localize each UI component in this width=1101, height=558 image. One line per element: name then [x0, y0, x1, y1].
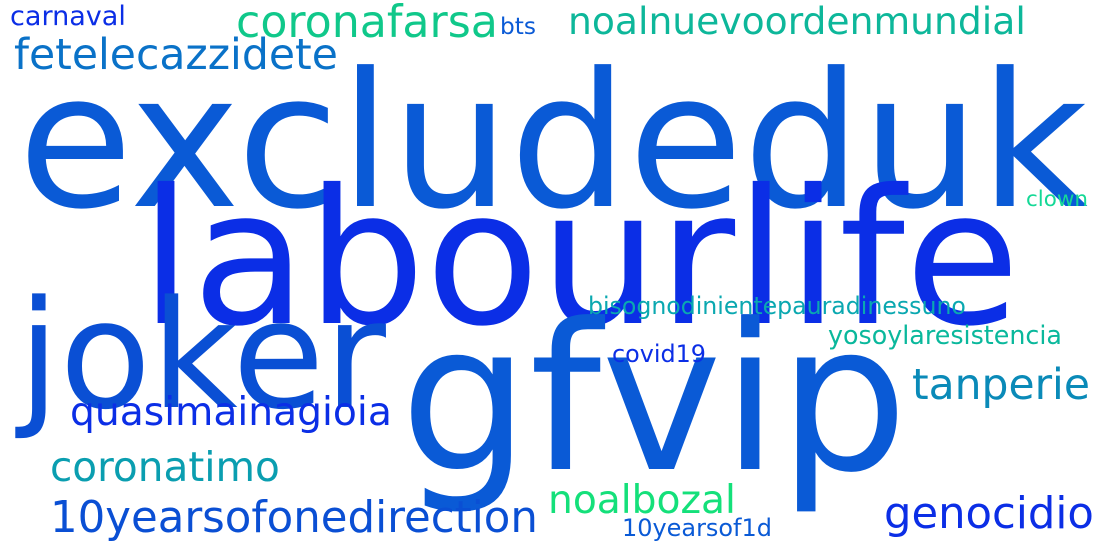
- word-fetelecazzidete: fetelecazzidete: [14, 30, 338, 80]
- word-10yearsof1d: 10yearsof1d: [622, 514, 772, 543]
- word-coronatimo: coronatimo: [50, 443, 280, 492]
- word-covid19: covid19: [612, 340, 706, 369]
- word-noalnuevoordenmundial: noalnuevoordenmundial: [568, 0, 1026, 44]
- word-gfvip: gfvip: [400, 280, 908, 518]
- word-labourlife: labourlife: [140, 149, 1020, 368]
- word-tanperie: tanperie: [912, 360, 1090, 410]
- word-carnaval: carnaval: [10, 0, 126, 32]
- word-excludeduk: excludeduk: [18, 33, 1088, 251]
- word-clown: clown: [1026, 187, 1088, 213]
- word-joker: joker: [18, 269, 386, 444]
- word-10yearsofonedirection: 10yearsofonedirection: [50, 492, 538, 543]
- word-bisognodinientepauradinessuno: bisognodinientepauradinessuno: [588, 292, 966, 321]
- word-genocidio: genocidio: [884, 488, 1094, 539]
- word-noalbozal: noalbozal: [548, 478, 736, 524]
- word-quasimainagioia: quasimainagioia: [70, 390, 392, 436]
- word-coronafarsa: coronafarsa: [236, 0, 498, 48]
- word-yosoylaresistencia: yosoylaresistencia: [828, 319, 1062, 350]
- word-bts: bts: [500, 13, 536, 41]
